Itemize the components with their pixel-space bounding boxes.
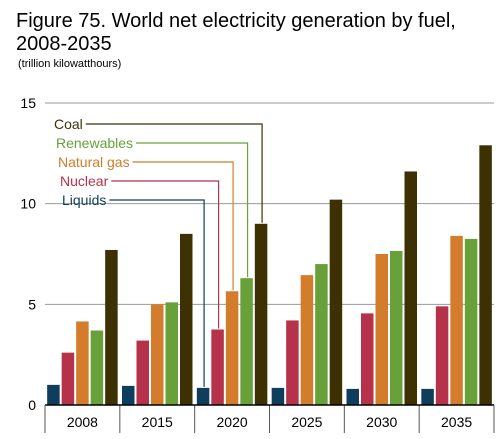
bar-renewables-2008 — [90, 330, 104, 405]
bar-coal-2015 — [180, 233, 193, 405]
legend: Coal Renewables Natural gas Nuclear Liquids — [54, 116, 263, 387]
bar-renewables-2015 — [165, 302, 178, 405]
bar-renewables-2025 — [315, 264, 328, 405]
chart-units: (trillion kilowatthours) — [18, 58, 122, 70]
legend-leader-renewables — [136, 142, 249, 278]
x-tick-label: 2008 — [67, 414, 98, 430]
x-tick-label: 2015 — [142, 414, 173, 430]
bar-nuclear-2008 — [61, 352, 75, 405]
x-tick-label: 2030 — [366, 414, 397, 430]
bar-coal-2025 — [329, 199, 343, 405]
x-tick-label: 2035 — [441, 414, 472, 430]
bar-renewables-2030 — [390, 250, 403, 405]
chart-title: Figure 75. World net electricity generat… — [16, 10, 456, 55]
bar-natural-gas-2030 — [375, 254, 388, 405]
bar-liquids-2008 — [47, 384, 60, 405]
legend-label-natural-gas: Natural gas — [58, 154, 130, 170]
bars — [47, 145, 492, 405]
bar-liquids-2020 — [196, 387, 210, 405]
y-tick-label: 15 — [20, 95, 36, 111]
legend-label-coal: Coal — [54, 116, 83, 132]
bar-liquids-2035 — [421, 388, 434, 405]
bar-natural-gas-2025 — [300, 275, 314, 405]
y-tick-label: 10 — [20, 196, 36, 212]
bar-nuclear-2025 — [286, 320, 299, 405]
x-tick-label: 2025 — [291, 414, 322, 430]
axes: 0 5 10 15 2008 2015 2020 2025 2030 2035 — [20, 95, 495, 433]
bar-coal-2008 — [105, 249, 118, 405]
bar-natural-gas-2035 — [450, 235, 463, 405]
bar-liquids-2025 — [271, 387, 285, 405]
legend-leader-liquids — [109, 199, 205, 387]
legend-leader-natural-gas — [132, 161, 234, 291]
bar-nuclear-2035 — [435, 306, 449, 405]
legend-label-liquids: Liquids — [62, 192, 106, 208]
bar-coal-2030 — [404, 171, 417, 405]
bar-coal-2020 — [254, 223, 268, 405]
bar-liquids-2030 — [346, 388, 359, 405]
bar-natural-gas-2015 — [151, 304, 164, 405]
legend-leader-nuclear — [111, 180, 220, 329]
y-tick-label: 0 — [28, 397, 36, 413]
bar-nuclear-2030 — [361, 313, 374, 405]
y-tick-label: 5 — [28, 296, 36, 312]
legend-label-nuclear: Nuclear — [60, 173, 109, 189]
legend-label-renewables: Renewables — [56, 135, 133, 151]
x-tick-label: 2020 — [217, 414, 248, 430]
bar-nuclear-2020 — [211, 329, 224, 405]
legend-leader-coal — [85, 123, 263, 223]
grid-lines — [45, 102, 494, 305]
bar-natural-gas-2008 — [76, 321, 89, 405]
bar-nuclear-2015 — [136, 340, 149, 405]
bar-natural-gas-2020 — [225, 291, 239, 405]
bar-coal-2035 — [479, 145, 492, 405]
bar-renewables-2020 — [240, 278, 253, 405]
bar-renewables-2035 — [464, 238, 478, 405]
bar-liquids-2015 — [122, 385, 135, 405]
